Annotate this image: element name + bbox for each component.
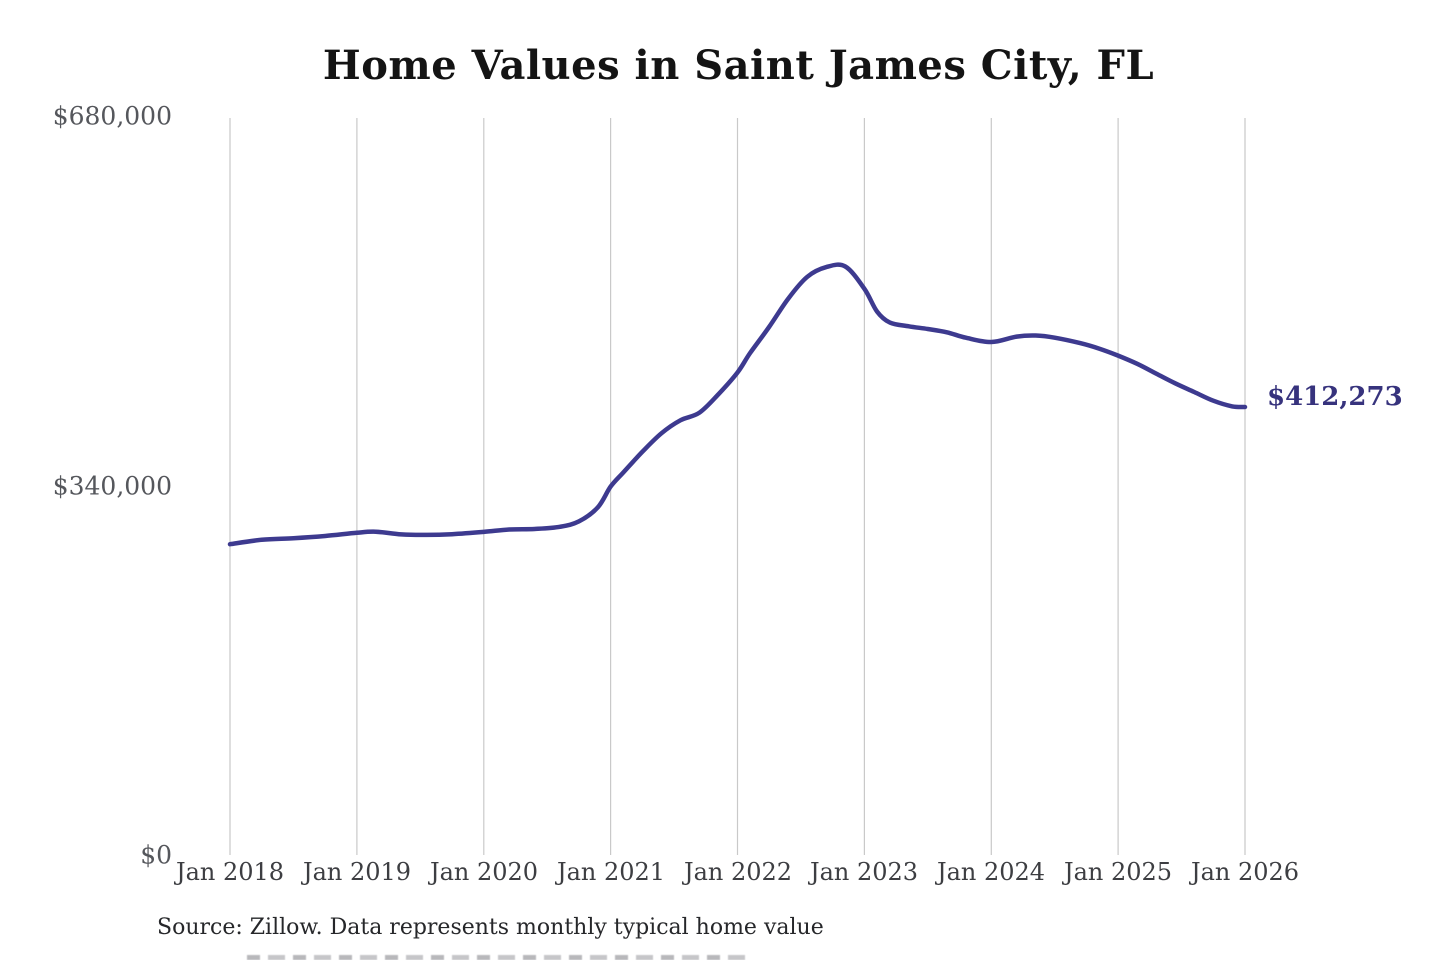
x-tick-label-jan-2025: Jan 2025 [1063,858,1173,886]
source-note: Source: Zillow. Data represents monthly … [157,915,824,940]
x-tick-label-jan-2020: Jan 2020 [429,858,539,886]
gridlines [229,118,1246,855]
x-tick-label-jan-2024: Jan 2024 [936,858,1046,886]
x-tick-label-jan-2026: Jan 2026 [1190,858,1300,886]
x-tick-label-jan-2022: Jan 2022 [683,858,793,886]
y-tick-label-680000: $680,000 [52,101,172,131]
chart-title: Home Values in Saint James City, FL [322,42,1155,89]
home-value-line [227,262,1248,547]
x-tick-label-jan-2018: Jan 2018 [175,858,285,886]
x-tick-label-jan-2023: Jan 2023 [809,858,919,886]
x-tick-label-jan-2021: Jan 2021 [556,858,666,886]
y-tick-label-0: $0 [140,840,172,870]
clipped-text-remnant [247,955,749,960]
end-value-label: $412,273 [1267,381,1403,412]
y-tick-label-340000: $340,000 [52,471,172,501]
x-tick-label-jan-2019: Jan 2019 [302,858,412,886]
